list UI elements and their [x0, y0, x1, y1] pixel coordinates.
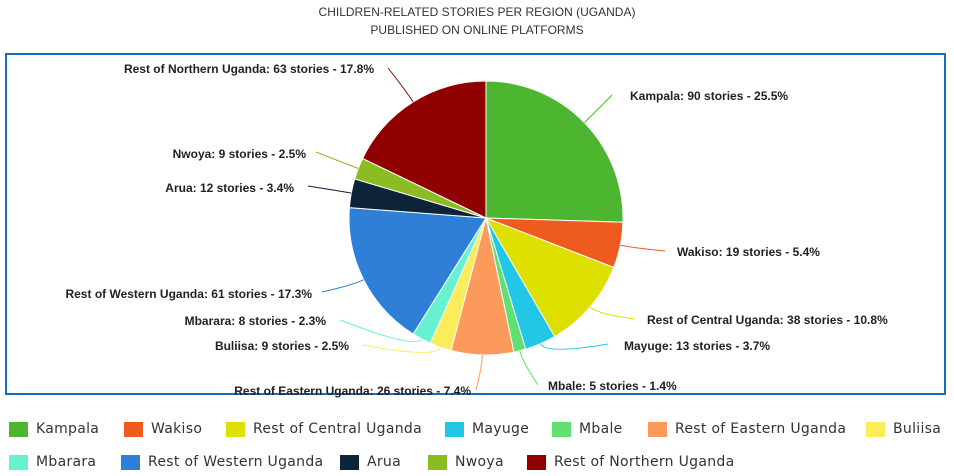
chart-frame — [5, 53, 946, 395]
legend-label: Nwoya — [455, 454, 504, 470]
connector-buliisa — [361, 344, 441, 353]
data-label-nwoya: Nwoya: 9 stories - 2.5% — [173, 147, 307, 161]
legend-label: Rest of Western Uganda — [148, 454, 324, 470]
legend-label: Rest of Central Uganda — [253, 421, 422, 437]
connector-wakiso — [620, 244, 666, 252]
legend-swatch — [648, 421, 667, 437]
legend-swatch — [9, 454, 28, 470]
data-label-wakiso: Wakiso: 19 stories - 5.4% — [677, 245, 820, 259]
legend-item-rest-of-western-uganda[interactable]: Rest of Western Uganda — [121, 450, 323, 474]
legend-label: Mbarara — [36, 454, 97, 470]
legend-swatch — [527, 454, 546, 470]
connector-arua — [307, 185, 352, 194]
chart-subtitle: PUBLISHED ON ONLINE PLATFORMS — [370, 23, 584, 37]
legend-item-mayuge[interactable]: Mayuge — [445, 417, 529, 441]
legend-swatch — [445, 421, 464, 437]
legend-label: Kampala — [36, 421, 100, 437]
data-label-rest-of-eastern-uganda: Rest of Eastern Uganda: 26 stories - 7.4… — [234, 384, 471, 398]
legend-item-wakiso[interactable]: Wakiso — [124, 417, 202, 441]
pie-chart: Kampala: 90 stories - 25.5% Wakiso: 19 st… — [65, 62, 888, 398]
legend-item-rest-of-northern-uganda[interactable]: Rest of Northern Uganda — [527, 450, 734, 474]
data-label-mayuge: Mayuge: 13 stories - 3.7% — [624, 339, 770, 353]
legend-item-buliisa[interactable]: Buliisa — [866, 417, 941, 441]
legend-swatch — [552, 421, 571, 437]
legend-label: Buliisa — [893, 421, 942, 437]
data-label-kampala: Kampala: 90 stories - 25.5% — [630, 89, 788, 103]
connector-rest-of-western-uganda — [321, 279, 364, 293]
pie-slice-rest-of-northern-uganda[interactable] — [361, 80, 487, 219]
legend-item-mbale[interactable]: Mbale — [552, 417, 623, 441]
connector-rest-of-eastern-uganda — [475, 354, 483, 391]
legend-label: Mayuge — [472, 421, 530, 437]
connector-nwoya — [315, 151, 359, 169]
legend-swatch — [226, 421, 245, 437]
legend-label: Rest of Northern Uganda — [554, 454, 735, 470]
legend-swatch — [124, 421, 143, 437]
legend-swatch — [866, 421, 885, 437]
connector-mbarara — [339, 319, 423, 343]
legend-item-kampala[interactable]: Kampala — [9, 417, 99, 441]
legend-item-arua[interactable]: Arua — [340, 450, 401, 474]
connector-rest-of-northern-uganda — [387, 67, 414, 103]
data-label-mbale: Mbale: 5 stories - 1.4% — [548, 379, 677, 393]
legend-item-rest-of-eastern-uganda[interactable]: Rest of Eastern Uganda — [648, 417, 846, 441]
pie-slice-kampala[interactable] — [485, 80, 624, 223]
connector-kampala — [584, 94, 613, 123]
legend-label: Rest of Eastern Uganda — [675, 421, 847, 437]
legend-swatch — [121, 454, 140, 470]
chart-title: CHILDREN-RELATED STORIES PER REGION (UGA… — [318, 5, 636, 19]
legend-item-nwoya[interactable]: Nwoya — [428, 450, 504, 474]
connector-mayuge — [540, 343, 609, 350]
legend-swatch — [428, 454, 447, 470]
legend-label: Wakiso — [151, 421, 203, 437]
data-label-rest-of-central-uganda: Rest of Central Uganda: 38 stories - 10.… — [647, 313, 888, 327]
legend-item-mbarara[interactable]: Mbarara — [9, 450, 96, 474]
legend-item-rest-of-central-uganda[interactable]: Rest of Central Uganda — [226, 417, 422, 441]
data-label-arua: Arua: 12 stories - 3.4% — [165, 181, 294, 195]
data-label-buliisa: Buliisa: 9 stories - 2.5% — [215, 339, 349, 353]
legend-row: Kampala Wakiso Rest of Central Uganda Mayug… — [0, 417, 954, 441]
legend-swatch — [9, 421, 28, 437]
data-label-mbarara: Mbarara: 8 stories - 2.3% — [185, 314, 327, 328]
legend-label: Arua — [367, 454, 401, 470]
data-label-rest-of-western-uganda: Rest of Western Uganda: 61 stories - 17.… — [65, 287, 312, 301]
legend-swatch — [340, 454, 359, 470]
connector-mbale — [519, 350, 539, 386]
legend-label: Mbale — [579, 421, 623, 437]
data-label-rest-of-northern-uganda: Rest of Northern Uganda: 63 stories - 17… — [124, 62, 374, 76]
connector-rest-of-central-uganda — [589, 306, 636, 320]
legend-row: Mbarara Rest of Western Uganda Arua Nwoya Re… — [0, 450, 954, 474]
